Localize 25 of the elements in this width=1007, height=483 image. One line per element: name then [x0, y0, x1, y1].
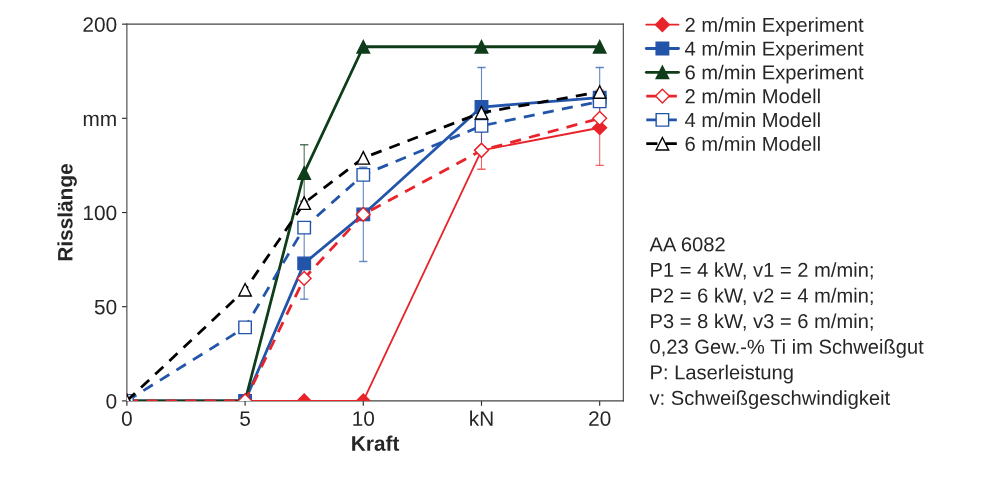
text: AA 6082 [649, 237, 725, 252]
text: P3 = 8 kW, v3 = 6 m/min; [651, 313, 873, 331]
legend-label: 2 m/min Modell [685, 88, 820, 104]
x-axis-title: Kraft [352, 435, 400, 451]
legend-label: 6 m/min Experiment [685, 64, 864, 84]
x-tick-label: kN [470, 410, 493, 426]
legend-label: 6 m/min Modell [685, 136, 820, 151]
x-tick-label: 5 [240, 411, 250, 426]
text: v: Schweißgeschwindigkeit [649, 390, 891, 410]
legend-label: 4 m/min Experiment [685, 40, 864, 60]
text: P2 = 6 kW, v2 = 4 m/min; [651, 287, 873, 306]
y-tick-label: 50 [94, 299, 117, 315]
y-axis-title: Risslänge [57, 164, 77, 261]
y-tick-label: 200 [83, 17, 117, 32]
x-tick-label: 10 [353, 411, 375, 426]
y-tick-label: 0 [106, 393, 117, 409]
text: 0,23 Gew.-% Ti im Schweißgut [650, 339, 924, 358]
text: P1 = 4 kW, v1 = 2 m/min; [651, 262, 873, 280]
y-tick-label: mm [83, 114, 116, 126]
y-tick-label: 100 [83, 205, 117, 221]
legend-label: 2 m/min Experiment [685, 17, 864, 36]
x-tick-label: 0 [121, 411, 132, 426]
x-tick-label: 20 [589, 411, 611, 426]
legend-label: 4 m/min Modell [685, 112, 820, 128]
text: P: Laserleistung [651, 364, 793, 384]
